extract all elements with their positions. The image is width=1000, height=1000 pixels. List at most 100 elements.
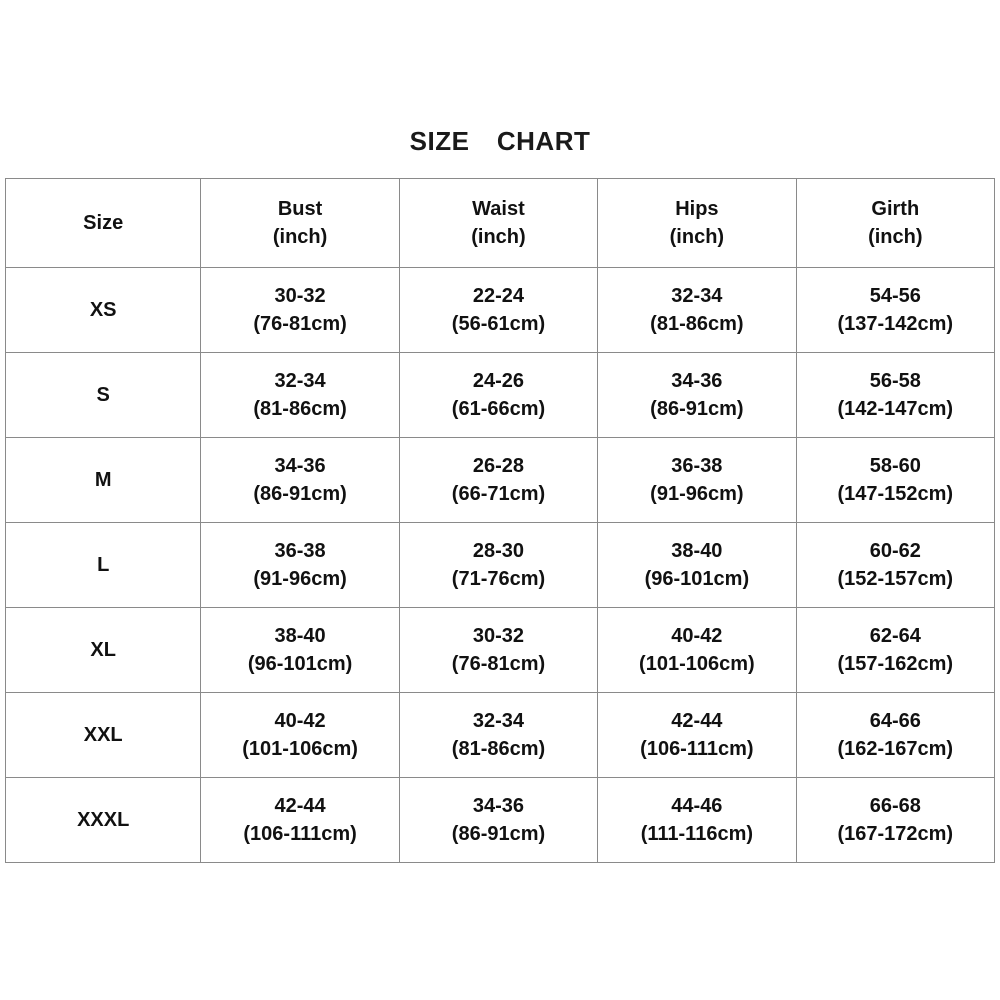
cell-bust-cm: (86-91cm) [253, 483, 347, 505]
cell-hips: 40-42 (101-106cm) [597, 607, 797, 693]
cell-waist-cm: (81-86cm) [451, 738, 546, 760]
cell-size-value: M [94, 468, 112, 491]
cell-waist-cm: (56-61cm) [451, 313, 546, 335]
cell-bust-inch: 34-36 [274, 454, 326, 477]
cell-bust-inch: 42-44 [274, 794, 326, 817]
cell-bust-cm: (91-96cm) [253, 568, 347, 590]
cell-girth-cm: (147-152cm) [837, 483, 954, 505]
cell-bust-cm: (81-86cm) [253, 398, 347, 420]
cell-hips: 42-44 (106-111cm) [597, 692, 797, 778]
cell-hips: 36-38 (91-96cm) [597, 437, 797, 523]
cell-size: L [4, 522, 202, 608]
cell-waist: 26-28 (66-71cm) [398, 437, 599, 523]
column-header-waist: Waist (inch) [398, 178, 599, 268]
table-header-row: Size Bust (inch) Waist (inch) Hips (inch… [4, 178, 996, 268]
cell-bust: 30-32 (76-81cm) [200, 267, 400, 353]
cell-size: S [4, 352, 202, 438]
cell-waist-cm: (86-91cm) [451, 823, 546, 845]
cell-girth-cm: (137-142cm) [837, 313, 954, 335]
table-row: XXXL 42-44 (106-111cm) 34-36 (86-91cm) 4… [4, 777, 996, 863]
column-header-bust-unit: (inch) [272, 226, 328, 248]
cell-waist-inch: 30-32 [472, 624, 525, 647]
table-row: XL 38-40 (96-101cm) 30-32 (76-81cm) 40-4… [4, 607, 996, 693]
cell-waist: 22-24 (56-61cm) [398, 267, 599, 353]
column-header-hips-label: Hips [675, 197, 719, 220]
column-header-bust: Bust (inch) [200, 178, 400, 268]
cell-waist-inch: 24-26 [472, 369, 525, 392]
cell-girth-cm: (142-147cm) [837, 398, 954, 420]
cell-bust-inch: 40-42 [274, 709, 326, 732]
cell-bust-cm: (76-81cm) [253, 313, 347, 335]
cell-bust-inch: 36-38 [274, 539, 326, 562]
cell-girth-cm: (152-157cm) [837, 568, 954, 590]
cell-hips-cm: (101-106cm) [639, 653, 755, 675]
column-header-hips: Hips (inch) [597, 178, 797, 268]
cell-size-value: XXL [83, 723, 123, 746]
cell-girth: 60-62 (152-157cm) [795, 522, 996, 608]
cell-girth: 62-64 (157-162cm) [795, 607, 996, 693]
cell-hips-cm: (81-86cm) [650, 313, 744, 335]
cell-hips-inch: 34-36 [671, 369, 723, 392]
column-header-girth-label: Girth [871, 197, 920, 220]
cell-hips: 44-46 (111-116cm) [597, 777, 797, 863]
cell-waist-inch: 26-28 [472, 454, 525, 477]
cell-waist-cm: (71-76cm) [451, 568, 546, 590]
cell-waist: 34-36 (86-91cm) [398, 777, 599, 863]
column-header-hips-unit: (inch) [669, 226, 725, 248]
cell-hips: 38-40 (96-101cm) [597, 522, 797, 608]
column-header-girth-unit: (inch) [868, 226, 923, 248]
cell-hips: 32-34 (81-86cm) [597, 267, 797, 353]
cell-girth-inch: 66-68 [869, 794, 921, 817]
cell-girth: 58-60 (147-152cm) [795, 437, 996, 523]
cell-waist-cm: (76-81cm) [451, 653, 546, 675]
size-chart-table-container: Size Bust (inch) Waist (inch) Hips (inch… [4, 178, 996, 863]
column-header-girth: Girth (inch) [795, 178, 996, 268]
table-row: S 32-34 (81-86cm) 24-26 (61-66cm) 34-36 … [4, 352, 996, 438]
cell-bust-inch: 38-40 [274, 624, 326, 647]
cell-girth: 56-58 (142-147cm) [795, 352, 996, 438]
cell-size: XS [4, 267, 202, 353]
column-header-waist-label: Waist [472, 197, 525, 220]
cell-size-value: XL [90, 638, 116, 661]
table-row: XXL 40-42 (101-106cm) 32-34 (81-86cm) 42… [4, 692, 996, 778]
cell-girth-inch: 58-60 [869, 454, 921, 477]
cell-hips-cm: (86-91cm) [650, 398, 744, 420]
cell-hips-cm: (111-116cm) [640, 823, 754, 845]
cell-hips-inch: 36-38 [671, 454, 723, 477]
cell-size-value: S [96, 383, 110, 406]
cell-hips-inch: 32-34 [671, 284, 723, 307]
cell-girth: 64-66 (162-167cm) [795, 692, 996, 778]
cell-bust: 38-40 (96-101cm) [200, 607, 400, 693]
cell-girth: 66-68 (167-172cm) [795, 777, 996, 863]
cell-bust-inch: 30-32 [274, 284, 326, 307]
cell-bust-cm: (101-106cm) [242, 738, 358, 760]
cell-hips-inch: 40-42 [671, 624, 723, 647]
cell-hips: 34-36 (86-91cm) [597, 352, 797, 438]
cell-bust: 40-42 (101-106cm) [200, 692, 400, 778]
cell-waist: 30-32 (76-81cm) [398, 607, 599, 693]
cell-waist: 24-26 (61-66cm) [398, 352, 599, 438]
cell-girth-inch: 62-64 [869, 624, 921, 647]
cell-bust-cm: (96-101cm) [247, 653, 353, 675]
cell-waist-inch: 34-36 [472, 794, 525, 817]
cell-waist-inch: 28-30 [472, 539, 525, 562]
cell-waist: 32-34 (81-86cm) [398, 692, 599, 778]
column-header-size-label: Size [83, 211, 124, 234]
table-row: L 36-38 (91-96cm) 28-30 (71-76cm) 38-40 … [4, 522, 996, 608]
page-title: SIZE CHART [409, 126, 591, 156]
cell-size-value: L [97, 553, 110, 576]
cell-size: XXL [4, 692, 202, 778]
table-row: M 34-36 (86-91cm) 26-28 (66-71cm) 36-38 … [4, 437, 996, 523]
cell-girth-inch: 56-58 [869, 369, 921, 392]
cell-girth-cm: (162-167cm) [837, 738, 954, 760]
cell-waist-inch: 22-24 [472, 284, 525, 307]
cell-waist-inch: 32-34 [472, 709, 525, 732]
cell-hips-inch: 42-44 [671, 709, 723, 732]
cell-girth-cm: (167-172cm) [837, 823, 954, 845]
cell-girth-cm: (157-162cm) [837, 653, 954, 675]
table-row: XS 30-32 (76-81cm) 22-24 (56-61cm) 32-34… [4, 267, 996, 353]
cell-size: XXXL [4, 777, 202, 863]
cell-girth: 54-56 (137-142cm) [795, 267, 996, 353]
cell-waist-cm: (61-66cm) [451, 398, 546, 420]
cell-hips-inch: 38-40 [671, 539, 723, 562]
